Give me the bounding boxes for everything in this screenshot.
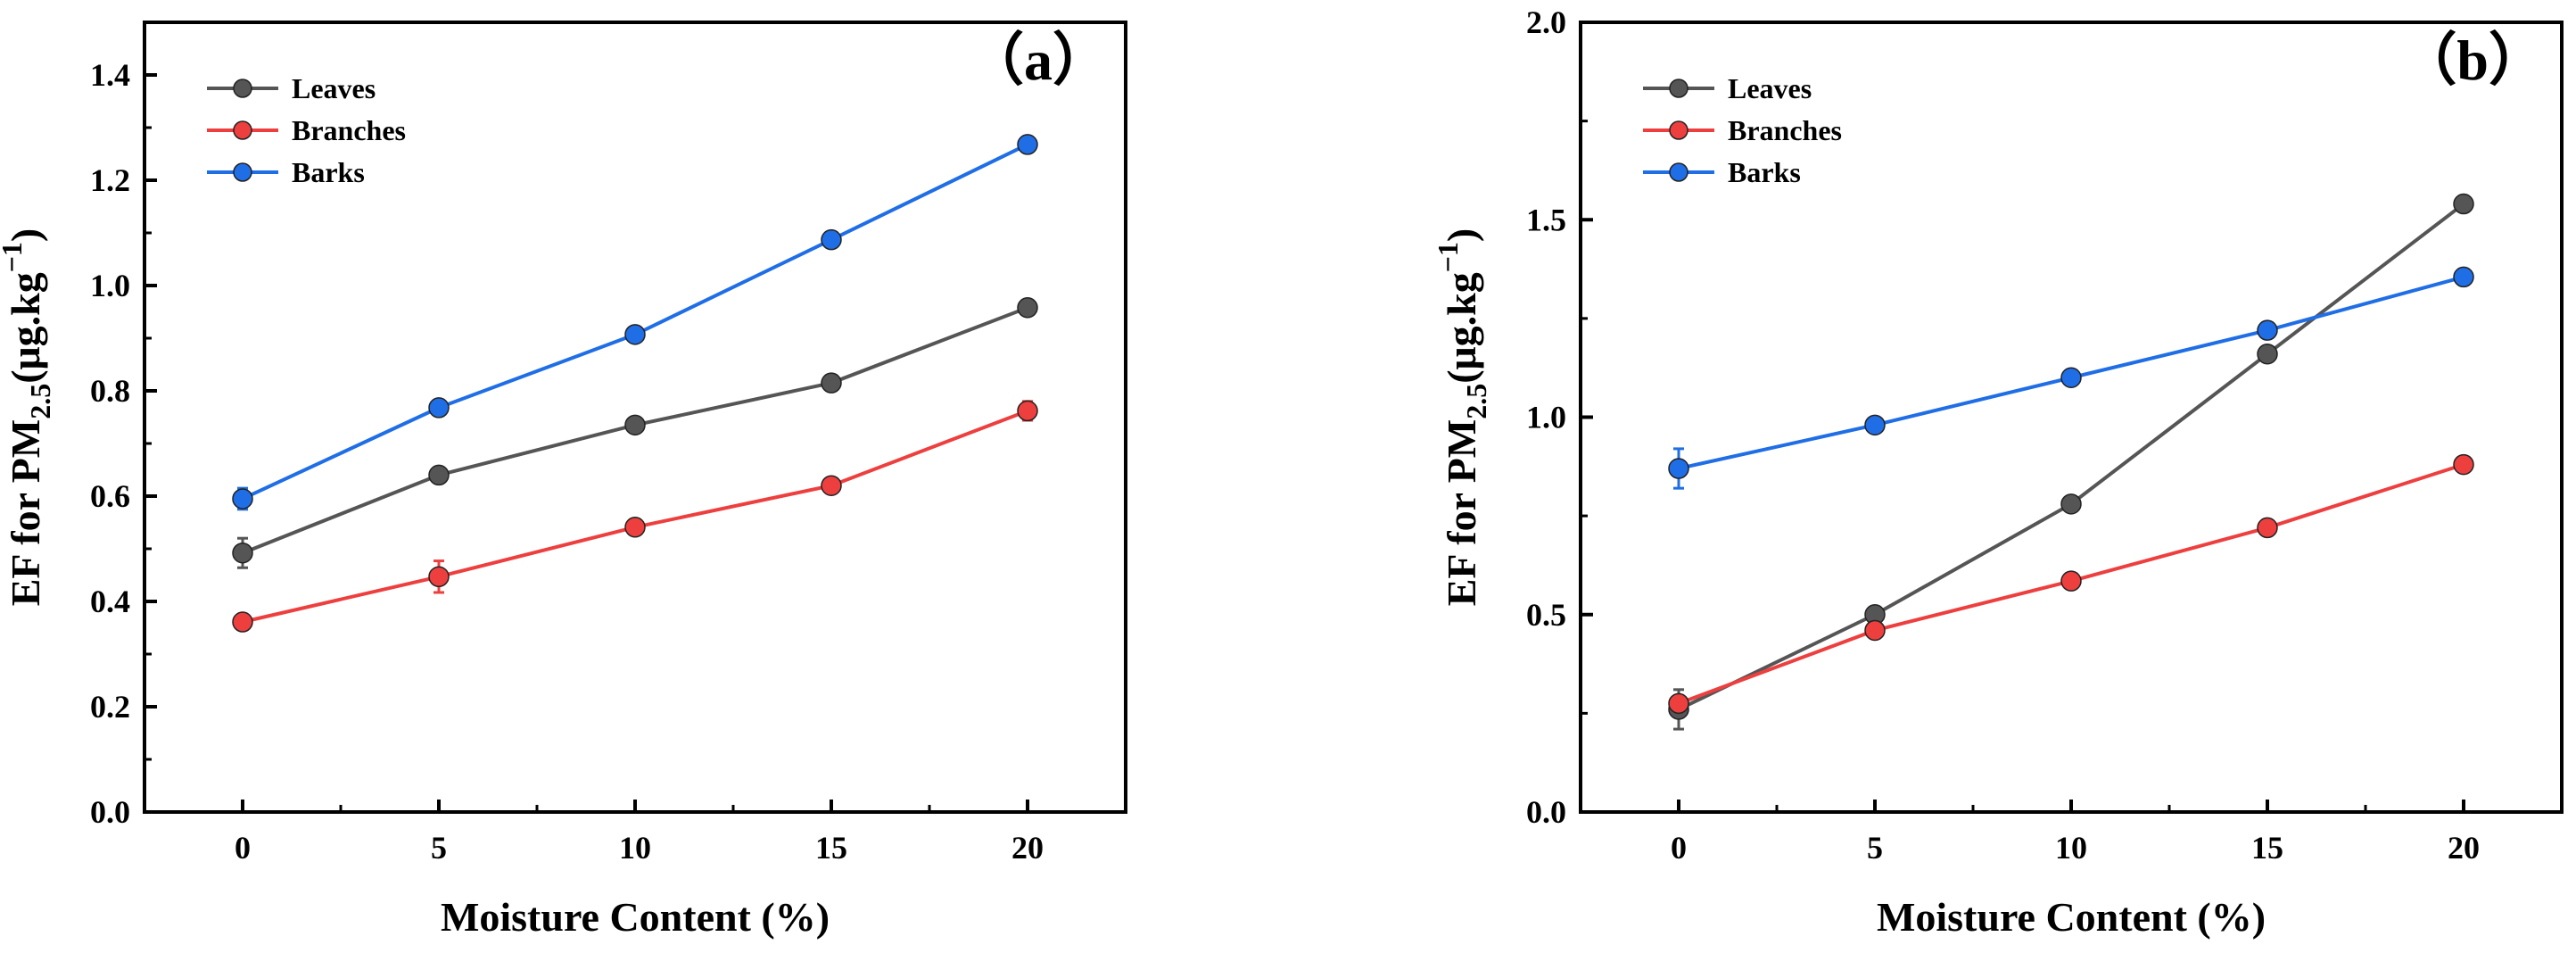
y-tick-label: 1.4 [90,57,130,93]
y-axis-title-subscript: 2.5 [1460,384,1492,419]
legend-marker-branches [233,120,252,140]
data-point-branches [1864,619,1886,642]
x-tick-label: 0 [1671,830,1687,866]
y-axis-title-main: EF for PM [3,419,48,607]
data-point-leaves [232,542,253,564]
x-tick-label: 15 [2251,830,2283,866]
y-tick-label: 1.2 [90,162,130,198]
legend-marker-leaves [233,79,252,98]
x-tick-label: 20 [1011,830,1044,866]
data-point-barks [1668,458,1689,479]
legend-label-leaves: Leaves [1728,72,1812,104]
y-tick-label: 0.4 [90,584,130,619]
y-tick-label: 0.5 [1526,597,1566,633]
y-axis-title-superscript: −1 [1432,242,1464,272]
y-tick-label: 1.0 [1526,400,1566,435]
y-tick-label: 0.8 [90,373,130,409]
legend-marker-barks [233,162,252,182]
data-point-barks [2257,319,2278,341]
data-point-leaves [428,464,450,486]
x-tick-label: 5 [1867,830,1883,866]
data-point-leaves [624,414,646,436]
chart-panel-a: 0.0 0.2 0.4 0.6 0.8 1.0 1.2 1.4 0 5 10 15 20 Moisture… [0,21,1127,940]
data-point-branches [624,517,646,538]
x-axis-title: Moisture Content (%) [1877,894,2266,940]
y-axis-title-subscript: 2.5 [24,384,56,419]
legend-label-leaves: Leaves [292,72,376,104]
x-axis-title: Moisture Content (%) [441,894,830,940]
legend-label-branches: Branches [292,114,406,146]
data-point-barks [2453,266,2474,288]
data-point-leaves [821,372,842,394]
data-point-leaves [2453,193,2474,215]
series-line-barks [242,143,1028,501]
data-point-leaves [1017,297,1038,319]
data-point-leaves [2060,493,2082,515]
legend-label-barks: Barks [292,156,365,188]
data-point-barks [1864,414,1886,436]
panel-label: （b） [2399,29,2546,92]
data-point-barks [821,228,842,251]
data-point-branches [2453,453,2474,476]
data-point-branches [232,611,253,633]
y-axis-title: EF for PM2.5(μg.kg−1) [0,228,56,607]
legend-label-barks: Barks [1728,156,1801,188]
data-point-barks [624,324,646,345]
y-tick-label: 0.0 [90,794,130,830]
y-tick-label: 0.6 [90,478,130,514]
x-tick-label: 15 [815,830,847,866]
y-tick-label: 2.0 [1526,4,1566,40]
y-axis-title-unit: (μg.kg [3,272,48,383]
y-tick-label: 0.2 [90,689,130,725]
data-point-branches [821,475,842,496]
y-axis-title-superscript: −1 [0,242,28,272]
data-point-branches [1017,400,1038,422]
legend-label-branches: Branches [1728,114,1842,146]
y-tick-label: 0.0 [1526,794,1566,830]
series-line-leaves [1678,202,2465,711]
y-axis-title-close: ) [3,228,48,242]
legend-marker-leaves [1669,79,1688,98]
x-tick-label: 10 [619,830,651,866]
y-axis-title-main: EF for PM [1439,419,1484,607]
data-point-branches [428,566,450,588]
data-point-barks [1017,134,1038,155]
y-tick-label: 1.5 [1526,202,1566,237]
legend-marker-branches [1669,120,1688,140]
x-tick-label: 20 [2448,830,2480,866]
data-point-barks [232,488,253,510]
data-point-branches [2257,517,2278,539]
data-point-branches [2060,570,2082,592]
y-axis-title-close: ) [1439,228,1484,242]
panel-label: （a） [967,29,1110,92]
data-point-branches [1668,692,1689,715]
x-tick-label: 10 [2055,830,2087,866]
legend-marker-barks [1669,162,1688,182]
data-point-barks [428,397,450,418]
x-tick-label: 5 [431,830,447,866]
y-tick-label: 1.0 [90,268,130,303]
data-point-leaves [2257,343,2278,365]
y-axis-title: EF for PM2.5(μg.kg−1) [1432,228,1492,607]
x-tick-label: 0 [235,830,251,866]
chart-panel-b: 0.0 0.5 1.0 1.5 2.0 0 5 10 15 20 Moisture Content … [1432,4,2564,940]
y-axis-title-unit: (μg.kg [1439,272,1484,383]
data-point-barks [2060,367,2082,388]
